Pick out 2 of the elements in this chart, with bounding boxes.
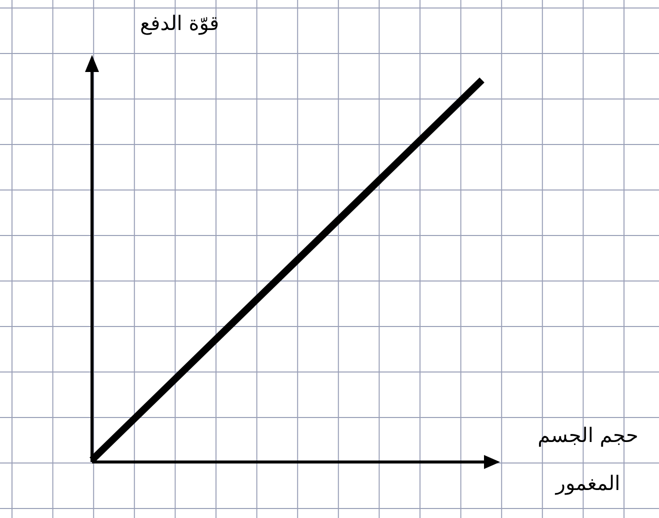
y-axis-title: قوّة الدفع [140, 11, 220, 35]
text: حجم الجسم المغمور [538, 423, 638, 495]
